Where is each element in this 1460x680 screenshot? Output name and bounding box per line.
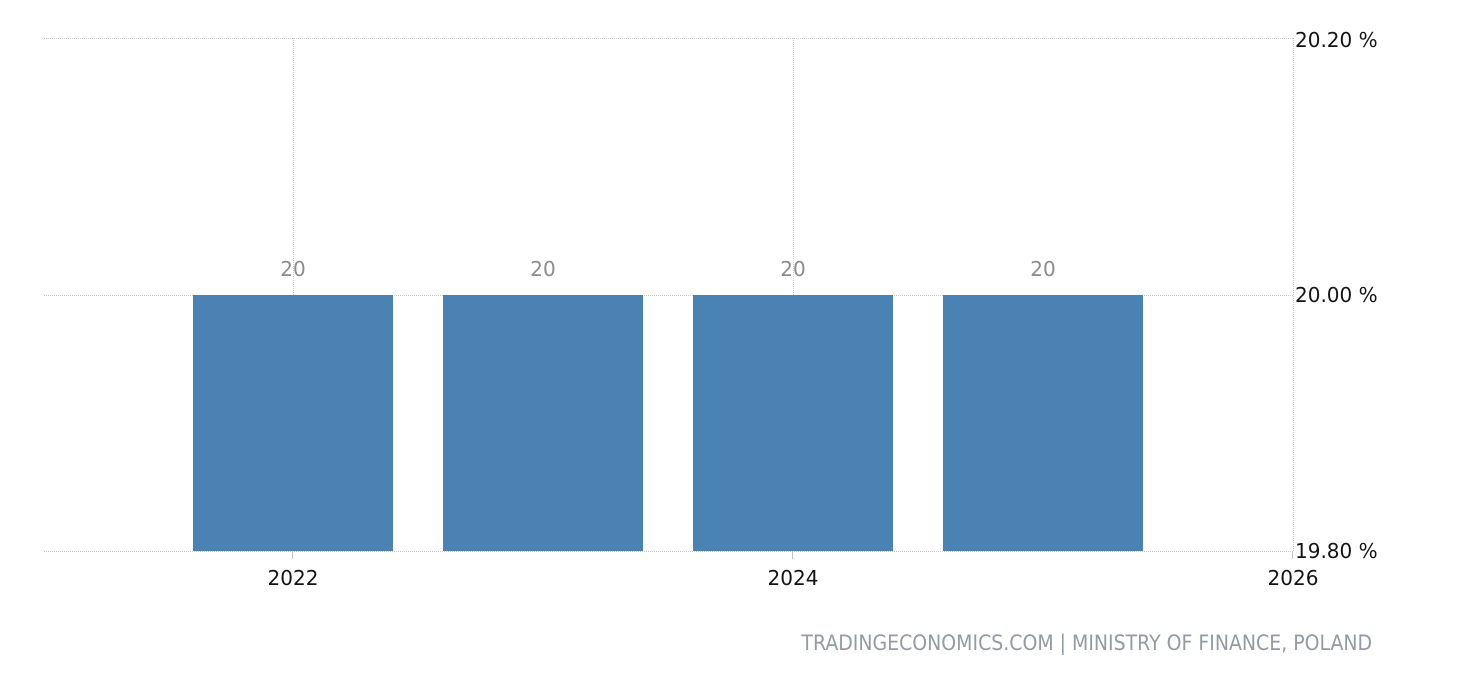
source-attribution: TRADINGECONOMICS.COM | MINISTRY OF FINAN… xyxy=(801,631,1372,655)
gridline-vertical-2024 xyxy=(793,38,794,551)
x-axis-baseline xyxy=(44,551,1293,552)
gridline-vertical-2022 xyxy=(293,38,294,551)
x-axis-label-2026: 2026 xyxy=(1267,566,1319,590)
bar-2025[interactable] xyxy=(943,295,1143,551)
x-axis-tick-2022 xyxy=(292,552,293,559)
x-axis-tick-2026 xyxy=(1292,552,1293,559)
y-axis-label-top: 20.20 % xyxy=(1295,28,1378,52)
bar-value-label: 20 xyxy=(280,257,306,281)
gridline-horizontal-top xyxy=(44,38,1293,39)
y-axis-label-bottom: 19.80 % xyxy=(1295,539,1378,563)
plot-area: 20 20 20 20 xyxy=(44,38,1294,552)
x-axis-label-2022: 2022 xyxy=(267,566,319,590)
y-axis-label-middle: 20.00 % xyxy=(1295,283,1378,307)
bar-2024[interactable] xyxy=(693,295,893,551)
bar-2023[interactable] xyxy=(443,295,643,551)
x-axis-tick-2024 xyxy=(792,552,793,559)
x-axis-label-2024: 2024 xyxy=(767,566,819,590)
bar-value-label: 20 xyxy=(530,257,556,281)
gridline-vertical-2026 xyxy=(1293,38,1294,551)
bar-value-label: 20 xyxy=(1030,257,1056,281)
bar-value-label: 20 xyxy=(780,257,806,281)
gridline-horizontal-middle xyxy=(44,295,1293,296)
bar-2022[interactable] xyxy=(193,295,393,551)
